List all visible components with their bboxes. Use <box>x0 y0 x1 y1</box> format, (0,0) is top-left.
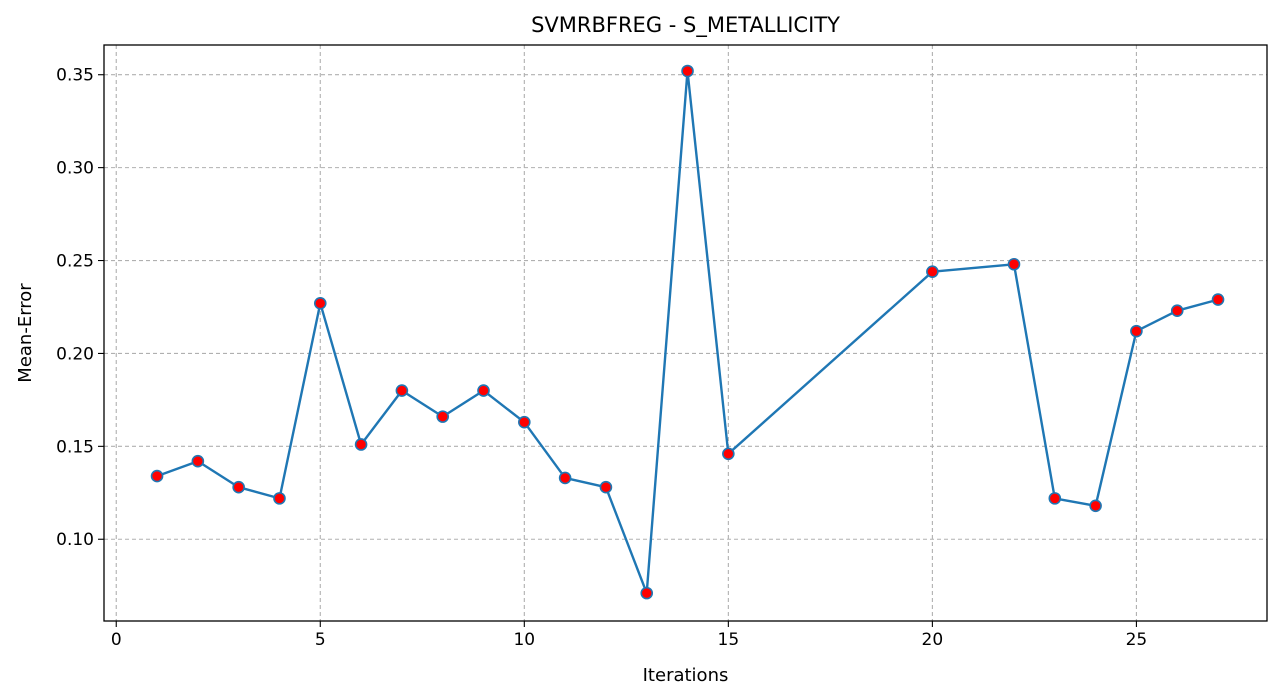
y-tick-label: 0.35 <box>56 66 94 86</box>
data-point-marker <box>1130 324 1143 338</box>
data-point-marker <box>1048 492 1062 505</box>
x-tick-label: 20 <box>922 630 944 650</box>
x-tick-label: 5 <box>315 630 326 650</box>
y-tick-label: 0.10 <box>56 530 94 550</box>
data-point-marker <box>681 64 694 78</box>
data-point-marker <box>395 384 409 397</box>
x-tick-label: 15 <box>718 630 740 650</box>
data-point-marker <box>191 454 205 468</box>
data-point-marker <box>1089 499 1102 513</box>
y-tick-label: 0.25 <box>56 252 94 272</box>
data-point-marker <box>518 415 531 429</box>
axis-ticks: 0 5 10 15 20 25 0.10 0.15 0.20 0.25 0.30 0.35 <box>56 66 1147 650</box>
y-tick-label: 0.20 <box>56 344 94 364</box>
data-point-marker <box>558 471 572 485</box>
data-point-marker <box>926 265 939 278</box>
x-tick-label: 10 <box>513 630 535 650</box>
x-tick-label: 25 <box>1126 630 1148 650</box>
x-tick-label: 0 <box>111 630 122 650</box>
data-point-marker <box>232 480 245 494</box>
y-tick-label: 0.30 <box>56 159 94 179</box>
y-tick-label: 0.15 <box>56 437 94 457</box>
data-point-marker <box>722 447 735 461</box>
data-point-marker <box>1007 257 1021 271</box>
data-point-marker <box>436 410 449 423</box>
data-point-marker <box>640 586 654 600</box>
chart-title: SVMRBFREG - S_METALLICITY <box>531 13 840 38</box>
data-point-marker <box>150 469 164 483</box>
data-point-marker <box>599 480 613 494</box>
data-series <box>150 64 1225 600</box>
data-point-marker <box>354 438 368 451</box>
x-axis-title: Iterations <box>643 665 729 686</box>
data-point-marker <box>1211 293 1225 306</box>
plot-frame <box>103 44 1268 622</box>
data-point-marker <box>477 384 490 397</box>
data-point-marker <box>1170 304 1184 318</box>
y-axis-title: Mean-Error <box>15 283 36 383</box>
series-line <box>156 69 1219 595</box>
data-point-marker <box>273 492 286 505</box>
grid-lines <box>104 45 1267 621</box>
data-point-marker <box>313 296 327 310</box>
